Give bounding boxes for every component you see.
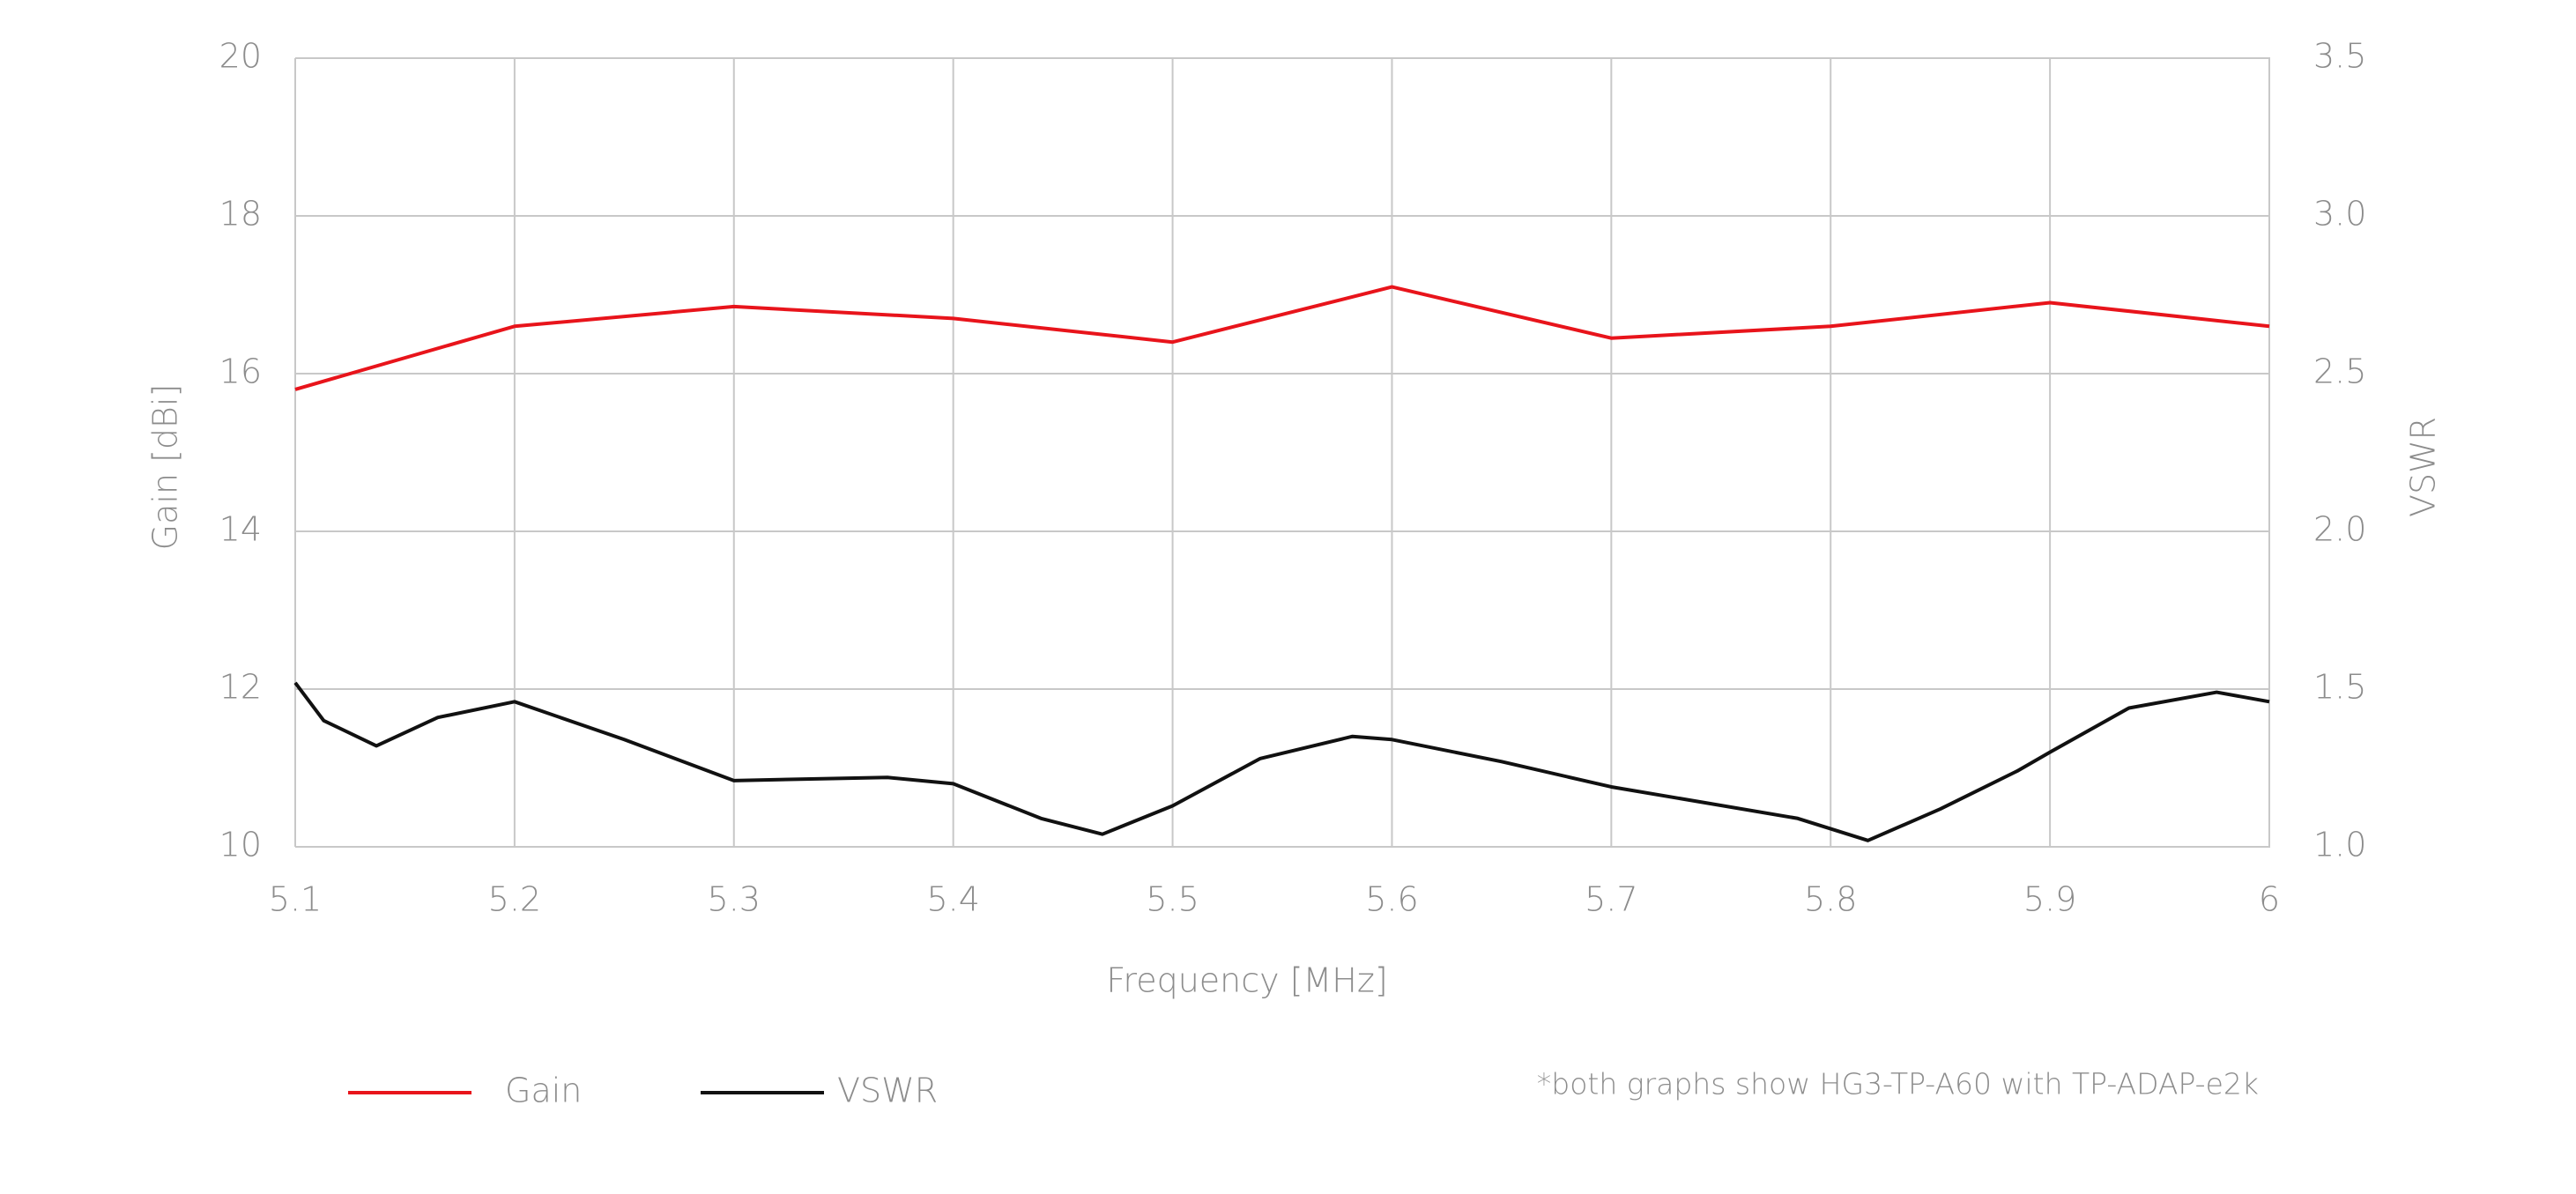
- y-axis-label: Gain [dBi]: [146, 384, 185, 551]
- y2-tick-label: 3.5: [2313, 37, 2366, 76]
- legend-label: VSWR: [837, 1072, 938, 1110]
- y-tick-label: 12: [219, 668, 262, 707]
- x-axis-label: Frequency [MHz]: [1106, 961, 1387, 1000]
- x-tick-label: 5.4: [926, 880, 979, 919]
- x-tick-label: 5.2: [488, 880, 541, 919]
- y-tick-label: 20: [219, 37, 262, 76]
- x-tick-label: 5.6: [1365, 880, 1418, 919]
- x-tick-label: 5.5: [1146, 880, 1199, 919]
- y2-axis-label: VSWR: [2404, 417, 2443, 517]
- y2-tick-label: 3.0: [2313, 195, 2366, 234]
- x-tick-label: 5.9: [2023, 880, 2076, 919]
- y-tick-label: 14: [219, 510, 262, 549]
- series-line: [293, 681, 2270, 842]
- footnote: *both graphs show HG3-TP-A60 with TP-ADA…: [1537, 1067, 2259, 1101]
- y-tick-label: 10: [219, 826, 262, 864]
- x-tick-label: 6: [2259, 880, 2280, 919]
- y2-tick-label: 1.0: [2313, 826, 2366, 864]
- y-tick-label: 18: [219, 195, 262, 234]
- x-tick-label: 5.3: [708, 880, 761, 919]
- series-line: [294, 285, 2270, 391]
- y2-tick-label: 1.5: [2313, 668, 2366, 707]
- x-tick-label: 5.1: [269, 880, 322, 919]
- x-tick-label: 5.7: [1585, 880, 1637, 919]
- y-tick-label: 16: [219, 352, 262, 391]
- legend-label: Gain: [505, 1072, 582, 1110]
- x-tick-label: 5.8: [1804, 880, 1857, 919]
- y2-tick-label: 2.5: [2313, 352, 2366, 391]
- y2-tick-label: 2.0: [2313, 510, 2366, 549]
